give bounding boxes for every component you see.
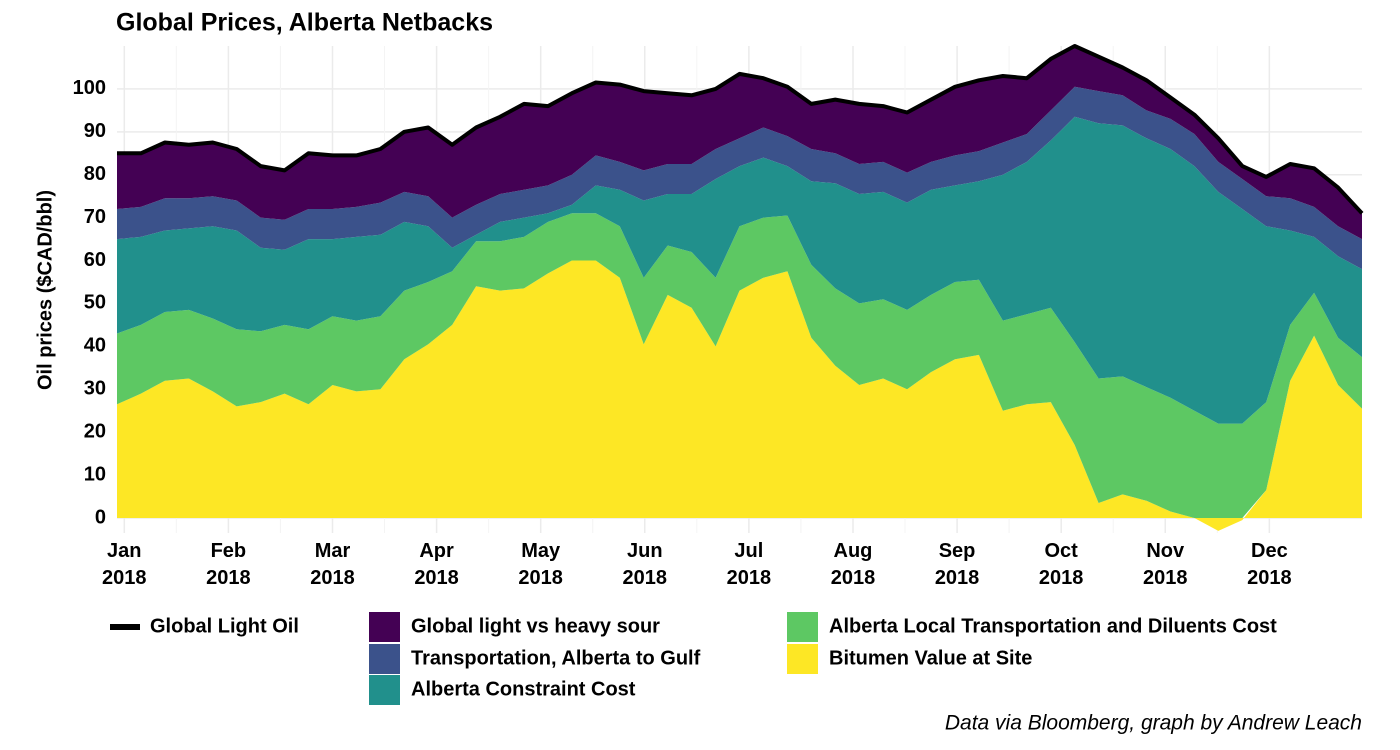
y-tick-label: 60 (84, 249, 106, 271)
area (117, 213, 1362, 519)
legend-swatch (787, 612, 818, 642)
x-tick-label: Jul 2018 (727, 540, 772, 589)
legend-swatch (369, 675, 400, 705)
caption: Data via Bloomberg, graph by Andrew Leac… (945, 712, 1362, 735)
y-tick-label: 10 (84, 463, 106, 485)
y-tick-label: 80 (84, 163, 106, 185)
area (117, 116, 1362, 424)
x-tick-label: Aug 2018 (831, 540, 876, 589)
line (117, 44, 1364, 215)
legend-label: Alberta Local Transportation and Diluent… (829, 615, 1277, 637)
y-tick-label: 50 (84, 292, 106, 314)
x-tick-label: Sep 2018 (935, 540, 980, 589)
x-tick-label: May 2018 (518, 540, 563, 589)
area (117, 86, 1362, 270)
area (117, 260, 1362, 531)
y-tick-label: 70 (84, 206, 106, 228)
x-tick-label: Dec 2018 (1247, 540, 1292, 589)
chart-title: Global Prices, Alberta Netbacks (116, 9, 493, 37)
y-tick-label: 90 (84, 120, 106, 142)
x-tick-label: Oct 2018 (1039, 540, 1084, 589)
plot-area (117, 44, 1364, 531)
y-tick-label: 20 (84, 420, 106, 442)
x-tick-label: Feb 2018 (206, 540, 251, 589)
y-axis-label: Oil prices ($CAD/bbl) (34, 190, 56, 390)
legend-label: Transportation, Alberta to Gulf (411, 647, 701, 669)
x-tick-label: Mar 2018 (310, 540, 355, 589)
legend-label: Bitumen Value at Site (829, 647, 1032, 669)
y-tick-label: 100 (73, 77, 106, 99)
legend-label: Global Light Oil (150, 615, 299, 637)
x-tick-label: Jun 2018 (623, 540, 668, 589)
y-tick-label: 40 (84, 335, 106, 357)
legend: Global Light Oil Global light vs heavy so… (110, 612, 1277, 705)
x-tick-label: Nov 2018 (1143, 540, 1188, 589)
legend-label: Global light vs heavy sour (411, 615, 660, 637)
legend-label: Alberta Constraint Cost (411, 678, 636, 700)
legend-swatch (787, 644, 818, 674)
area (117, 46, 1362, 240)
y-tick-label: 30 (84, 378, 106, 400)
legend-swatch (369, 644, 400, 674)
x-tick-label: Apr 2018 (414, 540, 459, 589)
y-tick-label: 0 (95, 506, 106, 528)
legend-swatch (369, 612, 400, 642)
x-tick-label: Jan 2018 (102, 540, 147, 589)
axes: 0 10 20 30 40 50 60 70 80 90 100 Jan 2018 Feb 2018 Mar 2… (73, 77, 1292, 589)
